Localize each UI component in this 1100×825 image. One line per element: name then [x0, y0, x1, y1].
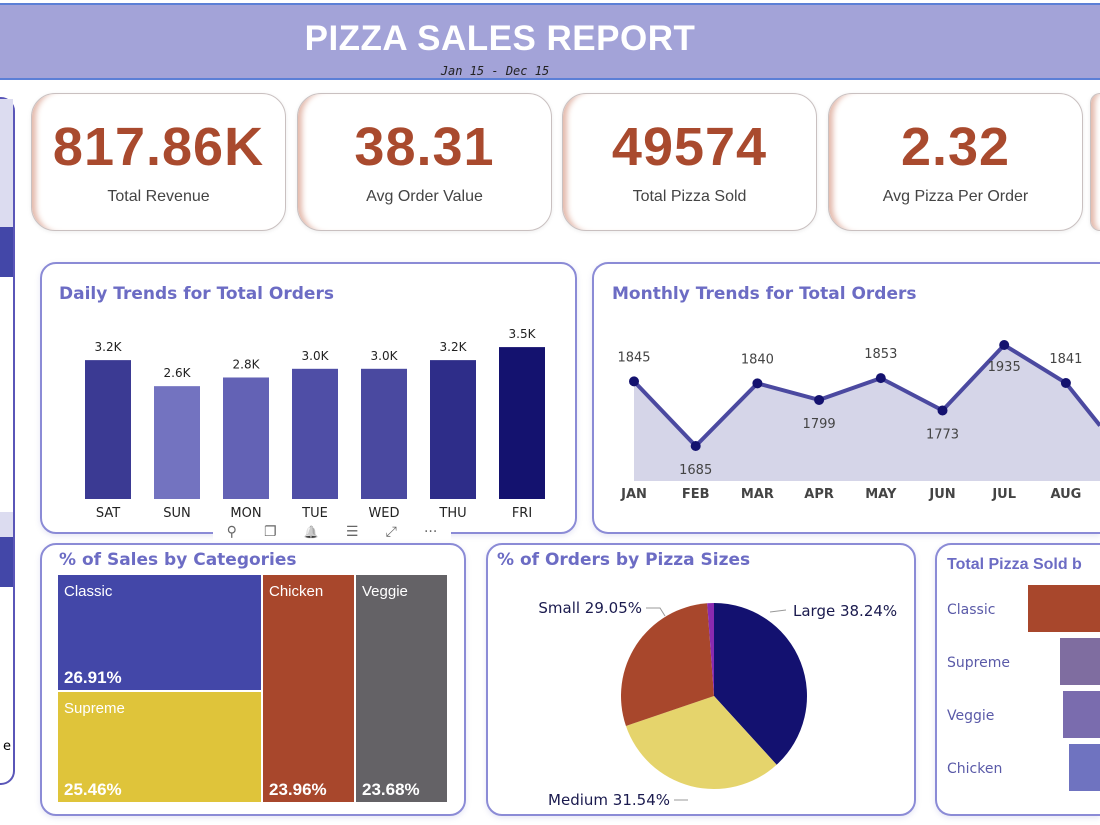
bar-sun: [154, 386, 200, 499]
y-tick-label: Veggie: [947, 708, 994, 724]
x-tick-label: AUG: [1050, 487, 1081, 502]
x-tick-label: WED: [368, 506, 399, 521]
data-label: 3.2K: [440, 340, 468, 354]
x-tick-label: MAY: [865, 487, 897, 502]
data-point: [814, 394, 825, 405]
data-label: 2.8K: [233, 357, 261, 371]
x-tick-label: JUL: [991, 487, 1016, 502]
chart-title: % of Sales by Categories: [59, 550, 297, 570]
bar-mon: [223, 377, 269, 499]
bar-tue: [292, 368, 338, 499]
y-tick-label: Supreme: [947, 655, 1010, 671]
page-title: PIZZA SALES REPORT: [304, 19, 696, 58]
pie-label: Small 29.05%: [538, 599, 642, 617]
bar-wed: [361, 368, 407, 499]
bar-chicken: [1069, 744, 1100, 791]
chart-title: Total Pizza Sold b: [947, 556, 1082, 573]
x-tick-label: MON: [230, 506, 261, 521]
data-point: [937, 405, 948, 416]
filter-icon[interactable]: ☰: [345, 524, 359, 540]
x-tick-label: FEB: [682, 487, 710, 502]
y-tick-label: Classic: [947, 602, 995, 618]
pie-slice-other: [707, 603, 714, 696]
pie-label: Medium 31.54%: [548, 791, 670, 809]
bar-fri: [499, 347, 545, 499]
report-header: PIZZA SALES REPORT Jan 15 - Dec 15: [0, 3, 1100, 80]
data-label: 1845: [617, 350, 650, 365]
y-tick-label: Chicken: [947, 761, 1002, 777]
visual-toolbar: ⚲ ❐ 🔔 ☰ ⤢ ···: [213, 523, 451, 542]
bar-sat: [85, 360, 131, 499]
chart-title: Daily Trends for Total Orders: [59, 284, 334, 304]
copy-icon[interactable]: ❐: [264, 524, 277, 540]
x-tick-label: APR: [804, 487, 834, 502]
treemap-tile-chicken[interactable]: Chicken 23.96%: [263, 575, 354, 802]
data-point: [999, 340, 1010, 350]
more-icon[interactable]: ···: [423, 524, 438, 540]
data-label: 1799: [803, 417, 836, 432]
data-label: 2.6K: [164, 366, 192, 380]
data-label: 1773: [926, 427, 959, 442]
x-tick-label: TUE: [301, 506, 328, 521]
data-point: [1060, 377, 1071, 388]
data-label: 1853: [864, 347, 897, 362]
bar-veggie: [1063, 691, 1100, 738]
data-label: 1840: [741, 352, 774, 367]
treemap-tile-veggie[interactable]: Veggie 23.68%: [356, 575, 447, 802]
data-label: 1935: [988, 360, 1021, 375]
chart-title: % of Orders by Pizza Sizes: [497, 550, 751, 570]
data-label: 3.0K: [302, 349, 330, 363]
filter-panel[interactable]: e: [0, 97, 15, 785]
bell-icon[interactable]: 🔔: [303, 525, 319, 539]
pie-slice-medium: [625, 696, 777, 789]
x-tick-label: MAR: [741, 487, 774, 502]
area-fill: [634, 345, 1100, 481]
x-tick-label: SUN: [163, 506, 191, 521]
kpi-avg-pizza-per-order: 2.32 Avg Pizza Per Order: [828, 93, 1083, 231]
data-point: [875, 373, 886, 384]
leader-line: [646, 607, 666, 617]
date-range: Jan 15 - Dec 15: [440, 64, 550, 78]
bar-classic: [1028, 585, 1100, 632]
x-tick-label: JAN: [620, 487, 647, 502]
data-label: 3.5K: [509, 327, 537, 341]
treemap-tile-supreme[interactable]: Supreme 25.46%: [58, 692, 261, 802]
pie-slice-small: [621, 603, 714, 726]
data-point: [629, 376, 639, 387]
pin-icon[interactable]: ⚲: [226, 524, 237, 540]
kpi-total-pizza-sold: 49574 Total Pizza Sold: [562, 93, 817, 231]
data-point: [752, 378, 763, 389]
kpi-total-revenue: 817.86K Total Revenue: [31, 93, 286, 231]
kpi-avg-order-value: 38.31 Avg Order Value: [297, 93, 552, 231]
pie-label: Large 38.24%: [793, 602, 897, 620]
pie-slice-large: [714, 603, 807, 765]
data-label: 1841: [1049, 352, 1082, 367]
x-tick-label: SAT: [96, 506, 120, 521]
leader-line: [769, 609, 787, 613]
data-point: [690, 441, 701, 451]
x-tick-label: FRI: [512, 506, 532, 521]
data-label: 3.2K: [95, 340, 123, 354]
data-label: 3.0K: [371, 349, 399, 363]
treemap-tile-classic[interactable]: Classic 26.91%: [58, 575, 261, 690]
bar-thu: [430, 360, 476, 499]
data-label: 1685: [679, 463, 712, 478]
chart-title: Monthly Trends for Total Orders: [612, 284, 917, 304]
expand-icon[interactable]: ⤢: [385, 524, 397, 540]
x-tick-label: THU: [438, 506, 466, 521]
x-tick-label: JUN: [928, 487, 955, 502]
bar-supreme: [1060, 638, 1100, 685]
sidebar-text: e: [3, 739, 11, 754]
